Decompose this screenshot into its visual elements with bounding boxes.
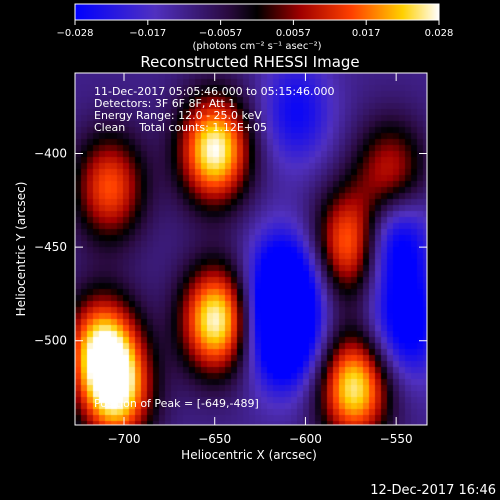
y-tick-label: −500 xyxy=(34,334,67,348)
footer-timestamp: 12-Dec-2017 16:46 xyxy=(370,483,496,498)
y-tick-label: −450 xyxy=(34,240,67,254)
y-tick-label: −400 xyxy=(34,147,67,161)
peak-position-label: Position of Peak = [-649,-489] xyxy=(94,397,259,410)
colorbar-ticks: −0.028 −0.017 −0.0057 0.0057 0.017 0.028 xyxy=(56,20,453,39)
heatmap-image xyxy=(75,73,427,425)
annotation-energy-range: Energy Range: 12.0 - 25.0 keV xyxy=(94,109,262,122)
x-tick-label: −700 xyxy=(108,432,141,446)
colorbar-tick-label: −0.0057 xyxy=(199,28,242,39)
colorbar-unit-label: (photons cm⁻² s⁻¹ asec⁻²) xyxy=(192,41,321,52)
chart-title: Reconstructed RHESSI Image xyxy=(140,53,359,71)
x-tick-label: −600 xyxy=(289,432,322,446)
colorbar-tick-label: −0.017 xyxy=(129,28,166,39)
plot-frame xyxy=(74,72,428,426)
colorbar xyxy=(74,3,440,21)
colorbar-tick-label: 0.017 xyxy=(352,28,381,39)
colorbar-tick-label: 0.0057 xyxy=(276,28,311,39)
colorbar-tick-label: 0.028 xyxy=(425,28,454,39)
colorbar-tick-label: −0.028 xyxy=(56,28,93,39)
x-tick-label: −550 xyxy=(380,432,413,446)
annotation-clean-counts: Clean Total counts: 1.12E+05 xyxy=(94,121,268,134)
annotation-detectors: Detectors: 3F 6F 8F, Att 1 xyxy=(94,97,236,110)
y-axis-label: Heliocentric Y (arcsec) xyxy=(14,182,28,317)
x-tick-label: −650 xyxy=(198,432,231,446)
annotation-time-range: 11-Dec-2017 05:05:46.000 to 05:15:46.000 xyxy=(94,85,335,98)
axes: −700 −650 −600 −550 −400 −450 −500 xyxy=(34,73,427,446)
x-axis-label: Heliocentric X (arcsec) xyxy=(181,448,317,462)
